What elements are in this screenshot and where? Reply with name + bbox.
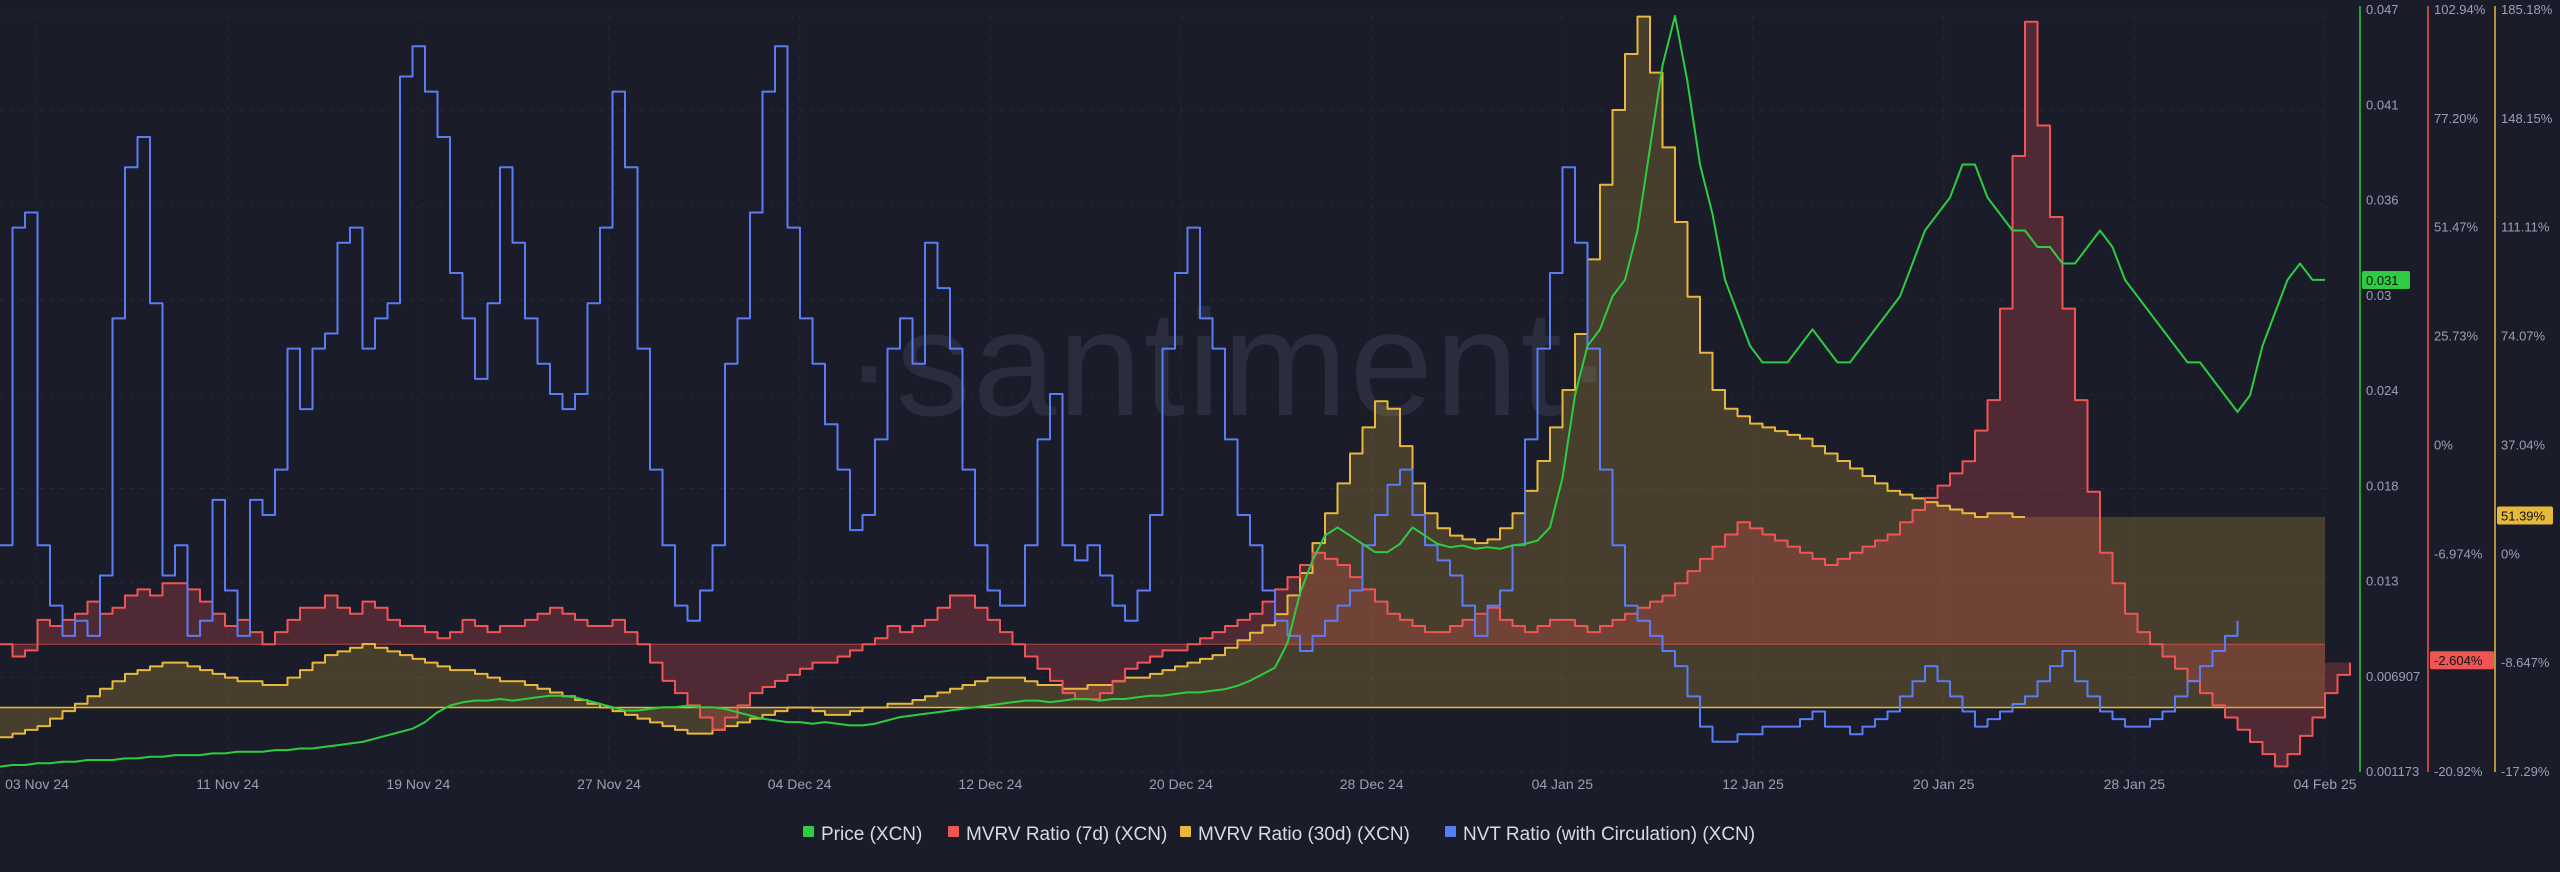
price-axis-tick-label: 0.024	[2366, 383, 2399, 398]
x-tick-label: 11 Nov 24	[196, 776, 259, 792]
x-tick-label: 20 Dec 24	[1149, 776, 1213, 792]
area-fills	[0, 16, 2350, 767]
mvrv-7d-axis-current-badge	[2430, 651, 2494, 670]
mvrv-7d-axis-tick-label: 25.73%	[2434, 329, 2479, 344]
price-axis-current-value: 0.031	[2366, 273, 2399, 288]
mvrv-30d-axis-current-value: 51.39%	[2501, 509, 2546, 524]
price-axis-current-badge	[2362, 270, 2410, 289]
legend-item-mvrv-7d[interactable]: MVRV Ratio (7d) (XCN)	[948, 824, 1167, 845]
santiment-watermark: ·santiment·	[844, 279, 1616, 447]
price-axis-tick-label: 0.041	[2366, 97, 2399, 112]
series-lines	[0, 15, 2351, 768]
legend-item-price[interactable]: Price (XCN)	[803, 824, 922, 845]
x-tick-label: 27 Nov 24	[577, 776, 641, 792]
legend-swatch	[948, 826, 959, 837]
legend-swatch	[1180, 826, 1191, 837]
legend-swatch	[1445, 826, 1456, 837]
mvrv-30d-axis-tick-label: 148.15%	[2501, 111, 2553, 126]
x-tick-label: 28 Dec 24	[1340, 776, 1404, 792]
mvrv-30d-axis-tick-label: 74.07%	[2501, 329, 2546, 344]
mvrv-7d-axis-tick-label: -20.92%	[2434, 764, 2483, 779]
mvrv-30d-axis-tick-label: 0%	[2501, 546, 2520, 561]
legend-item-mvrv-30d[interactable]: MVRV Ratio (30d) (XCN)	[1180, 824, 1410, 845]
mvrv-7d-axis-tick-label: 77.20%	[2434, 111, 2479, 126]
legend-swatch	[803, 826, 814, 837]
mvrv-30d-area	[0, 16, 2325, 738]
mvrv-30d-line	[0, 15, 2025, 739]
x-tick-label: 19 Nov 24	[386, 776, 450, 792]
price-axis-tick-label: 0.001173	[2366, 764, 2419, 779]
price-axis-tick-label: 0.013	[2366, 574, 2399, 589]
x-tick-label: 28 Jan 25	[2104, 776, 2166, 792]
price-axis-tick-label: 0.047	[2366, 2, 2399, 17]
axes: 0.047 0.041 0.036 0.03 0.024 0.018 0.013 0.0069…	[2359, 2, 2553, 779]
x-tick-label: 20 Jan 25	[1913, 776, 1975, 792]
price-axis-tick-label: 0.03	[2366, 288, 2391, 303]
x-axis-ticks: 03 Nov 24 11 Nov 24 19 Nov 24 27 Nov 24 04 D…	[5, 776, 2357, 792]
legend-label: MVRV Ratio (7d) (XCN)	[966, 824, 1167, 845]
x-tick-label: 03 Nov 24	[5, 776, 69, 792]
mvrv-30d-axis-tick-label: 185.18%	[2501, 2, 2553, 17]
mvrv-7d-axis-tick-label: -6.974%	[2434, 546, 2483, 561]
price-axis-tick-label: 0.018	[2366, 478, 2399, 493]
legend-item-nvt[interactable]: NVT Ratio (with Circulation) (XCN)	[1445, 824, 1755, 845]
x-tick-label: 12 Dec 24	[958, 776, 1022, 792]
mvrv-30d-axis-tick-label: -17.29%	[2501, 764, 2550, 779]
mvrv-30d-axis-current-badge	[2497, 506, 2553, 525]
mvrv-7d-line	[0, 20, 2351, 768]
mvrv-7d-axis-current-value: -2.604%	[2434, 653, 2483, 668]
price-axis-tick-label: 0.036	[2366, 193, 2399, 208]
mvrv-30d-axis-tick-label: 111.11%	[2501, 220, 2550, 235]
price-line	[0, 15, 2325, 768]
legend-label: MVRV Ratio (30d) (XCN)	[1198, 824, 1410, 845]
mvrv-7d-axis-tick-label: 51.47%	[2434, 220, 2479, 235]
x-tick-label: 04 Feb 25	[2293, 776, 2356, 792]
mvrv-7d-axis-tick-label: 0%	[2434, 437, 2453, 452]
x-tick-label: 04 Jan 25	[1532, 776, 1594, 792]
nvt-line	[0, 45, 2239, 743]
mvrv-7d-area	[0, 21, 2350, 767]
mvrv-7d-axis-tick-label: 102.94%	[2434, 2, 2486, 17]
x-tick-label: 12 Jan 25	[1722, 776, 1784, 792]
x-tick-label: 04 Dec 24	[768, 776, 832, 792]
price-axis-tick-label: 0.006907	[2366, 669, 2420, 684]
legend-label: Price (XCN)	[821, 824, 922, 845]
mvrv-30d-axis-tick-label: 37.04%	[2501, 437, 2546, 452]
legend[interactable]: Price (XCN) MVRV Ratio (7d) (XCN) MVRV Rat…	[803, 824, 1755, 845]
legend-label: NVT Ratio (with Circulation) (XCN)	[1463, 824, 1755, 845]
mvrv-30d-axis-tick-label: -8.647%	[2501, 655, 2550, 670]
